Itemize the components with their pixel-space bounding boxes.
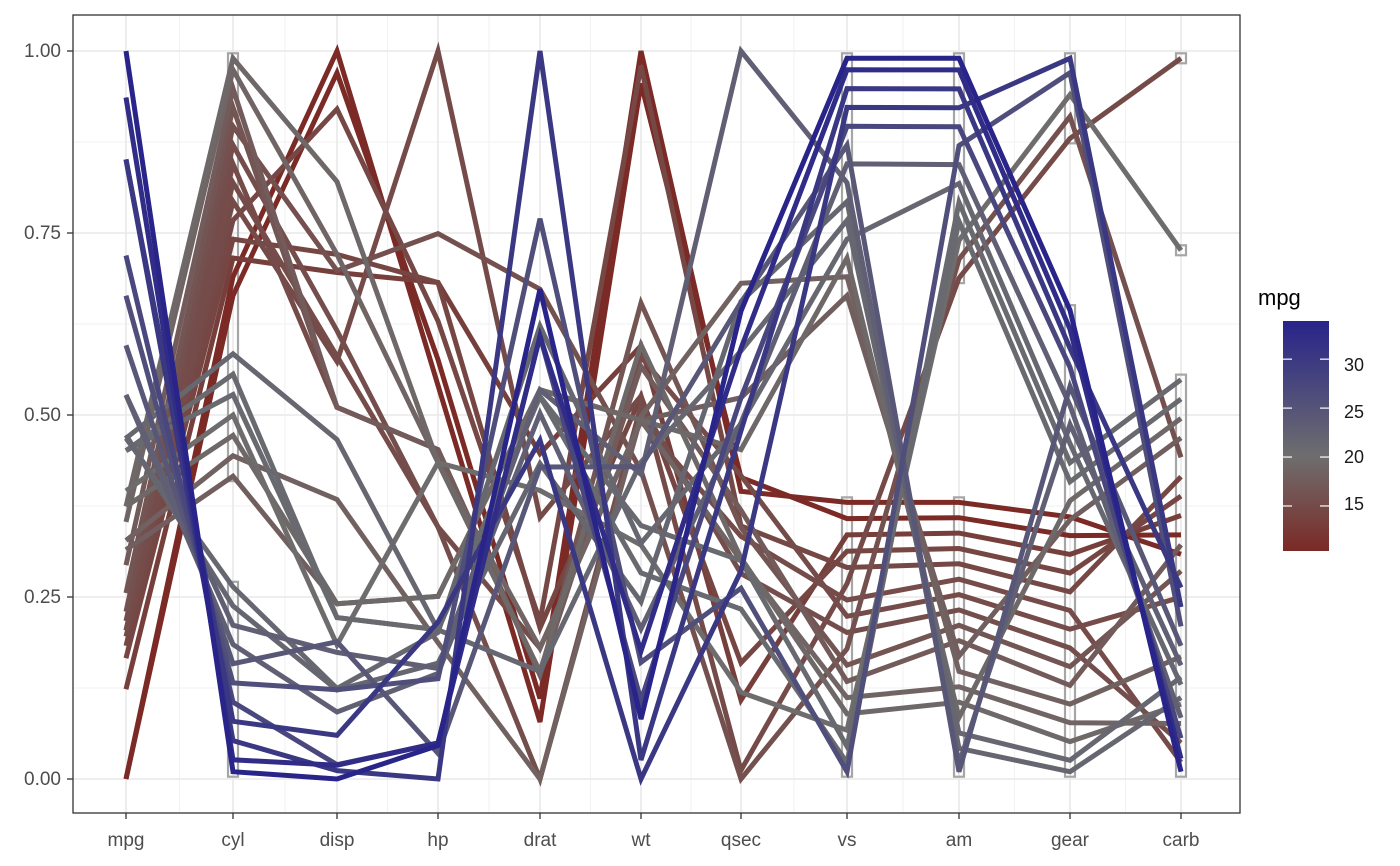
data-line (123, 68, 1184, 779)
colorbar-ticks (1283, 358, 1329, 507)
data-line (124, 193, 1183, 769)
data-line (123, 123, 1184, 768)
legend-label-30: 30 (1344, 355, 1364, 375)
data-line (123, 196, 1183, 775)
x-tick-label-drat: drat (524, 830, 557, 851)
data-line (123, 54, 1184, 786)
data-line (123, 50, 1184, 782)
x-tick-label-vs: vs (838, 830, 857, 851)
data-line (123, 180, 1184, 692)
y-tick-label: 0.50 (24, 405, 61, 426)
x-tick-label-carb: carb (1163, 830, 1200, 851)
x-tick-label-wt: wt (631, 830, 652, 851)
x-axis: mpg cyl disp hp drat wt qsec vs am gear carb (108, 813, 1200, 851)
data-lines (123, 41, 1184, 787)
x-tick-label-cyl: cyl (221, 830, 244, 851)
color-legend: mpg 30 25 20 15 (1258, 285, 1364, 551)
panel-border (72, 14, 1241, 814)
y-tick-label: 0.00 (24, 769, 61, 790)
data-line (123, 65, 1183, 647)
x-tick-label-disp: disp (320, 830, 355, 851)
box-marker (1174, 52, 1188, 65)
data-line (123, 138, 1184, 773)
data-line (123, 52, 1182, 745)
box-marker (1174, 244, 1188, 257)
y-axis: 0.00 0.25 0.50 0.75 1.00 (24, 41, 73, 790)
x-tick-label-qsec: qsec (721, 830, 761, 851)
x-tick-label-mpg: mpg (108, 830, 145, 851)
y-tick-label: 0.75 (24, 223, 61, 244)
y-tick-label: 1.00 (24, 41, 61, 62)
data-line (123, 67, 1184, 768)
data-line (123, 138, 1183, 787)
data-line (124, 213, 1183, 754)
x-tick-label-am: am (946, 830, 972, 851)
colorbar (1283, 321, 1329, 551)
x-tick-label-gear: gear (1051, 830, 1090, 851)
legend-title: mpg (1258, 285, 1301, 310)
data-line (123, 50, 1184, 782)
legend-label-20: 20 (1344, 447, 1364, 467)
y-tick-label: 0.25 (24, 587, 61, 608)
legend-label-15: 15 (1344, 494, 1364, 514)
data-line (123, 43, 1182, 780)
x-tick-label-hp: hp (427, 830, 448, 851)
data-line (123, 155, 1182, 682)
legend-label-25: 25 (1344, 402, 1364, 422)
